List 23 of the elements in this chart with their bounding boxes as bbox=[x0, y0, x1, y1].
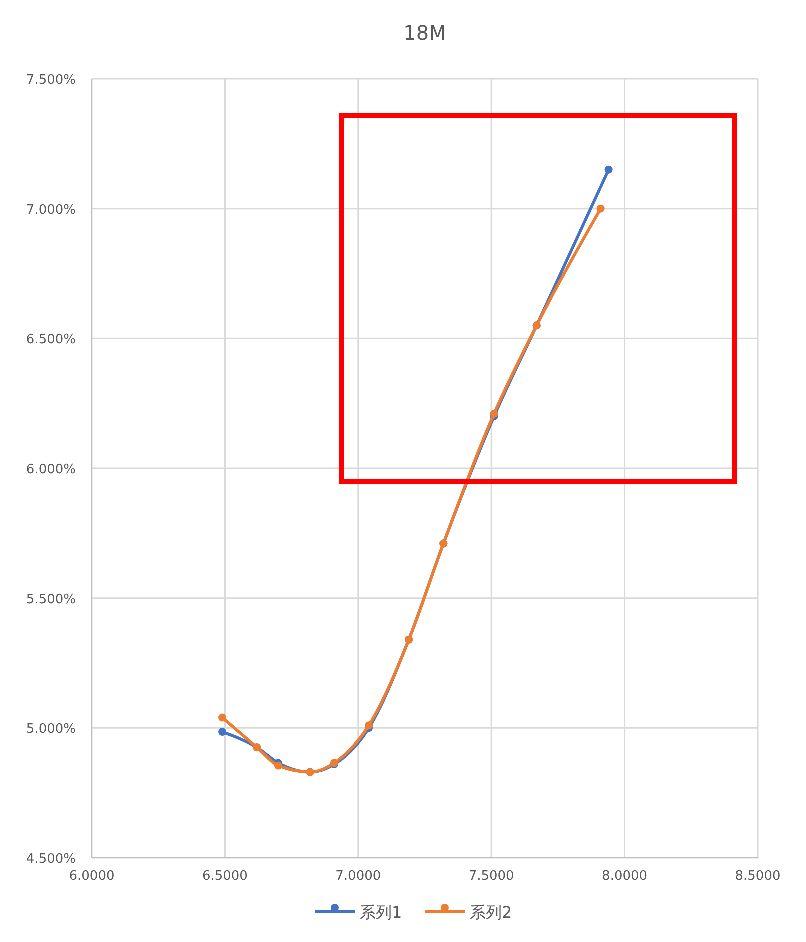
point bbox=[218, 728, 227, 736]
point bbox=[604, 166, 613, 174]
point bbox=[274, 762, 282, 770]
chart-title: 18M bbox=[404, 21, 446, 45]
y-tick-label: 4.500% bbox=[26, 852, 76, 867]
y-tick-label: 5.000% bbox=[26, 722, 76, 738]
y-tick-label: 7.000% bbox=[26, 202, 76, 218]
legend-label: 系列2 bbox=[470, 903, 512, 922]
x-tick-label: 8.0000 bbox=[602, 869, 648, 884]
point bbox=[490, 410, 498, 418]
point bbox=[596, 204, 605, 213]
point bbox=[365, 722, 374, 730]
point bbox=[218, 714, 227, 722]
x-tick-label: 6.5000 bbox=[202, 869, 248, 884]
y-tick-label: 6.000% bbox=[26, 462, 76, 478]
x-tick-label: 6.0000 bbox=[69, 869, 115, 884]
x-tick-label: 8.5000 bbox=[735, 869, 781, 884]
x-tick-label: 7.5000 bbox=[468, 869, 514, 884]
legend-label: 系列1 bbox=[360, 903, 402, 922]
y-tick-label: 5.500% bbox=[26, 592, 76, 608]
x-tick-label: 7.0000 bbox=[336, 869, 382, 884]
y-tick-label: 7.500% bbox=[26, 73, 76, 88]
y-tick-label: 6.500% bbox=[26, 332, 76, 348]
